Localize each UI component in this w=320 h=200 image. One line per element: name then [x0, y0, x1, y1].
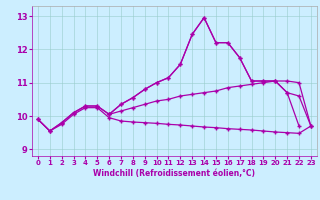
- X-axis label: Windchill (Refroidissement éolien,°C): Windchill (Refroidissement éolien,°C): [93, 169, 255, 178]
